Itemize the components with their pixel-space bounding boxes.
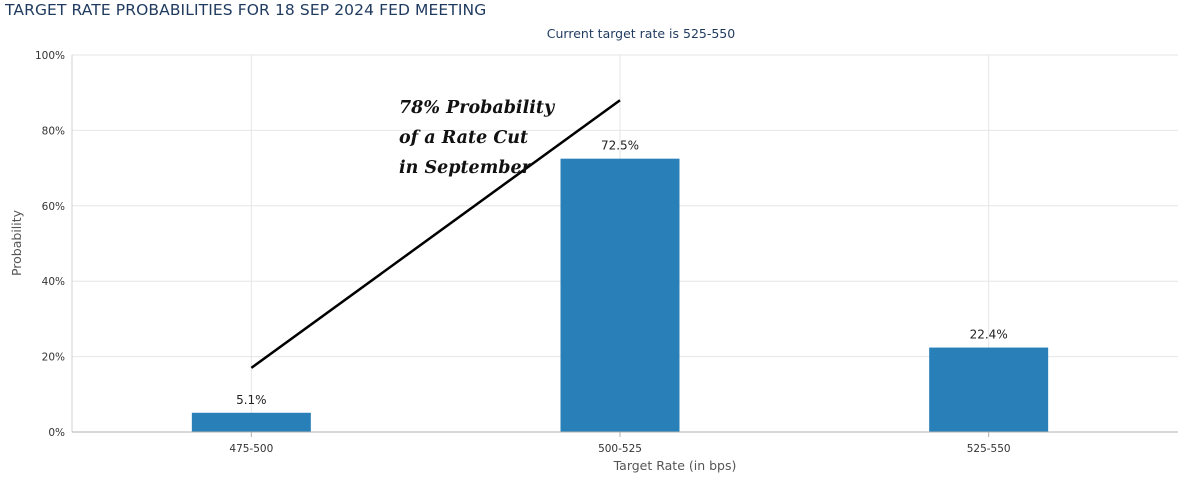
bar xyxy=(929,347,1049,432)
annotation: 78% Probability of a Rate Cut in Septemb… xyxy=(250,98,621,369)
x-axis-title: Target Rate (in bps) xyxy=(613,458,737,473)
bar xyxy=(560,158,680,433)
y-tick-label: 60% xyxy=(42,201,65,213)
chart-subtitle: Current target rate is 525-550 xyxy=(547,26,735,41)
labels: 0% 20% 40% 60% 80% 100% 5.1% 475-500 72.5% 500-52… xyxy=(35,50,1011,455)
bar xyxy=(191,412,311,432)
annotation-arrow xyxy=(250,99,621,369)
y-tick-label: 80% xyxy=(42,125,65,137)
chart-title: TARGET RATE PROBABILITIES FOR 18 SEP 202… xyxy=(5,1,487,19)
annotation-line-2: of a Rate Cut xyxy=(399,128,528,148)
x-tick-label: 500-525 xyxy=(598,443,642,455)
y-axis-title: Probability xyxy=(9,209,24,276)
annotation-line-3: in September xyxy=(399,158,533,178)
bars xyxy=(191,158,1049,433)
y-tick-label: 40% xyxy=(42,276,65,288)
data-label: 22.4% xyxy=(970,328,1008,342)
x-tick-label: 525-550 xyxy=(967,443,1011,455)
y-tick-label: 0% xyxy=(48,427,65,439)
x-tick-label: 475-500 xyxy=(229,443,273,455)
data-label: 5.1% xyxy=(236,393,267,407)
y-tick-label: 100% xyxy=(35,50,65,62)
data-label: 72.5% xyxy=(601,139,639,153)
annotation-line-1: 78% Probability xyxy=(399,98,556,118)
y-tick-label: 20% xyxy=(42,352,65,364)
axes xyxy=(71,55,1178,437)
